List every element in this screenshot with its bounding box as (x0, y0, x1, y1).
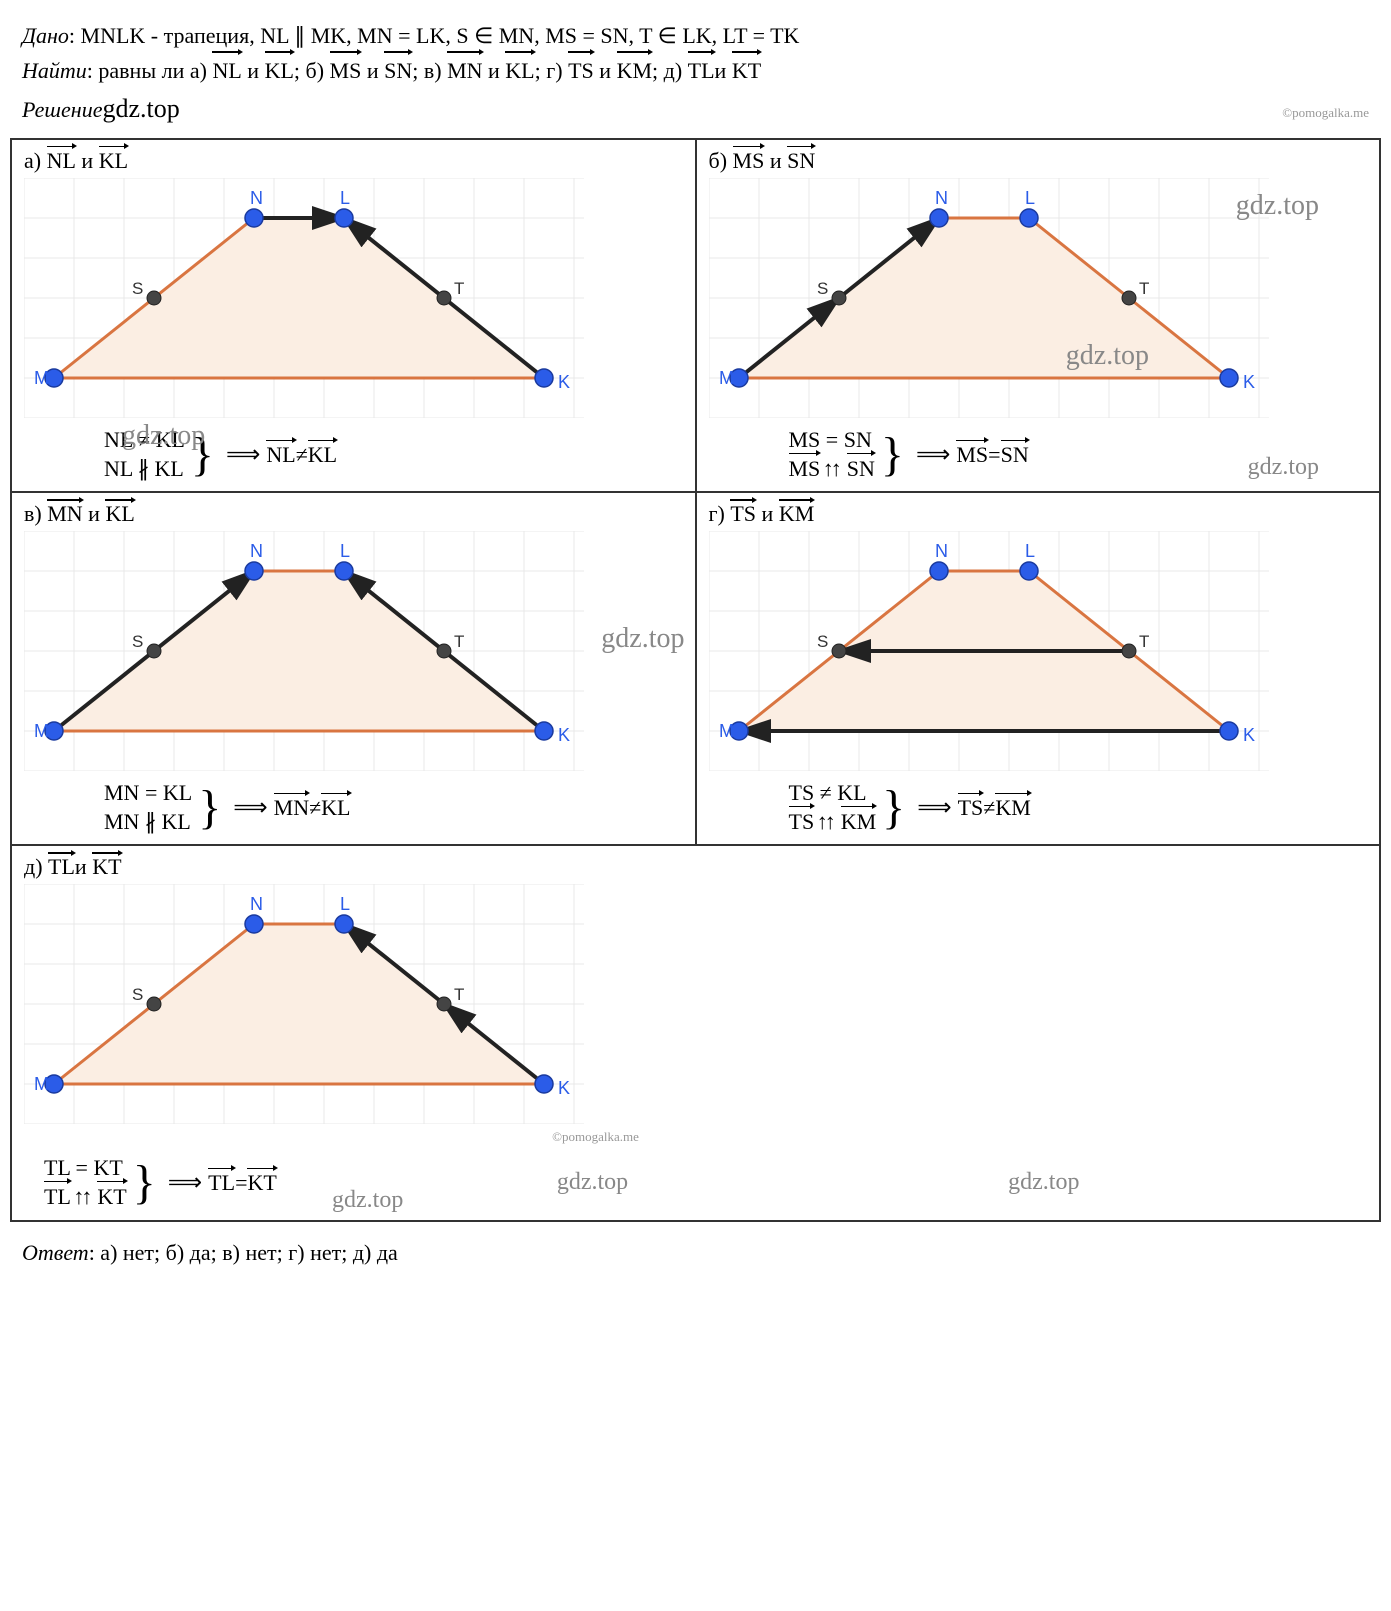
diagram-a: M N L K S T (24, 178, 584, 418)
copyright-header: ©pomogalka.me (1282, 103, 1369, 124)
header-block: Дано: MNLK - трапеция, NL ∥ MK, MN = LK,… (10, 10, 1381, 138)
svg-text:N: N (935, 188, 948, 208)
gdz-wm: gdz.top (332, 1187, 403, 1214)
dano-text: : MNLK - трапеция, NL ∥ MK, MN = LK, S ∈… (69, 23, 800, 48)
answer-text: : а) нет; б) да; в) нет; г) нет; д) да (89, 1240, 398, 1265)
answer-block: Ответ: а) нет; б) да; в) нет; г) нет; д)… (10, 1222, 1381, 1274)
vec-sn: SN (384, 53, 412, 88)
svg-text:M: M (719, 368, 734, 388)
vec-kl: KL (265, 53, 294, 88)
vec-ms: MS (330, 53, 362, 88)
svg-text:M: M (34, 368, 49, 388)
svg-text:S: S (132, 985, 143, 1004)
svg-text:M: M (34, 721, 49, 741)
svg-text:S: S (817, 632, 828, 651)
svg-text:T: T (1139, 279, 1149, 298)
copyright-e: ©pomogalka.me (552, 1129, 639, 1144)
vec-kt: KT (732, 53, 761, 88)
vec-ts: TS (568, 53, 594, 88)
svg-text:K: K (1243, 725, 1255, 745)
svg-text:L: L (1025, 541, 1035, 561)
svg-text:L: L (340, 188, 350, 208)
panel-d: г) TS и KM MNLKST TS ≠ KL TS ↑↑ KM } ⟹ T… (696, 492, 1381, 845)
svg-text:K: K (558, 372, 570, 392)
svg-text:N: N (935, 541, 948, 561)
diagram-d: M N L K S T (709, 531, 1269, 771)
svg-text:M: M (719, 721, 734, 741)
svg-text:T: T (1139, 632, 1149, 651)
najti-label: Найти (22, 58, 87, 83)
najti-line: Найти: равны ли а) NL и KL; б) MS и SN; … (22, 53, 1369, 88)
svg-text:K: K (1243, 372, 1255, 392)
math-d: TS ≠ KL TS ↑↑ KM } ⟹ TS ≠ KM (789, 779, 1368, 836)
vec-nl: NL (212, 53, 241, 88)
svg-text:T: T (454, 985, 464, 1004)
svg-text:S: S (817, 279, 828, 298)
gdz-wm: gdz.top (122, 420, 205, 452)
svg-text:T: T (454, 632, 464, 651)
dano-line: Дано: MNLK - трапеция, NL ∥ MK, MN = LK,… (22, 18, 1369, 53)
dano-label: Дано (22, 23, 69, 48)
panel-a: а) NL и KL MNLKST gdz.top NL ≠ KL NL ∦ K… (11, 139, 696, 492)
svg-text:M: M (34, 1074, 49, 1094)
gdz-watermark: gdz.top (102, 94, 179, 123)
panel-e: д) TLи KT MNLKST ©pomogalka.me TL = KT T… (11, 845, 1380, 1220)
vec-mn: MN (447, 53, 482, 88)
vec-km: KM (617, 53, 652, 88)
math-c: MN = KL MN ∦ KL } ⟹ MN ≠ KL (104, 779, 683, 836)
svg-text:K: K (558, 725, 570, 745)
svg-text:T: T (454, 279, 464, 298)
svg-text:K: K (558, 1078, 570, 1098)
svg-text:L: L (340, 894, 350, 914)
gdz-wm: gdz.top (1236, 190, 1319, 222)
panel-b: б) MS и SN MNLKST gdz.top gdz.top MS = S… (696, 139, 1381, 492)
panel-c: в) MN и KL MNLKST gdz.top MN = KL MN ∦ K… (11, 492, 696, 845)
diagram-e: M N L K S T (24, 884, 584, 1124)
svg-text:S: S (132, 632, 143, 651)
gdz-wm: gdz.top (1066, 340, 1149, 372)
svg-text:N: N (250, 188, 263, 208)
najti-prefix: : равны ли а) (87, 58, 213, 83)
gdz-wm: gdz.top (601, 623, 684, 655)
vec-kl-2: KL (505, 53, 534, 88)
reshenie-label: Решение (22, 97, 102, 122)
gdz-wm: gdz.top (1248, 454, 1319, 481)
svg-text:N: N (250, 541, 263, 561)
svg-text:N: N (250, 894, 263, 914)
math-e: TL = KT TL ↑↑ KT } ⟹ TL = KT gdz.top gdz… (44, 1154, 1367, 1211)
svg-text:L: L (340, 541, 350, 561)
svg-text:L: L (1025, 188, 1035, 208)
svg-text:S: S (132, 279, 143, 298)
diagram-b: M N L K S T (709, 178, 1269, 418)
solution-grid: а) NL и KL MNLKST gdz.top NL ≠ KL NL ∦ K… (10, 138, 1381, 1222)
diagram-c: M N L K S T (24, 531, 584, 771)
vec-tl: TL (688, 53, 715, 88)
answer-label: Ответ (22, 1240, 89, 1265)
